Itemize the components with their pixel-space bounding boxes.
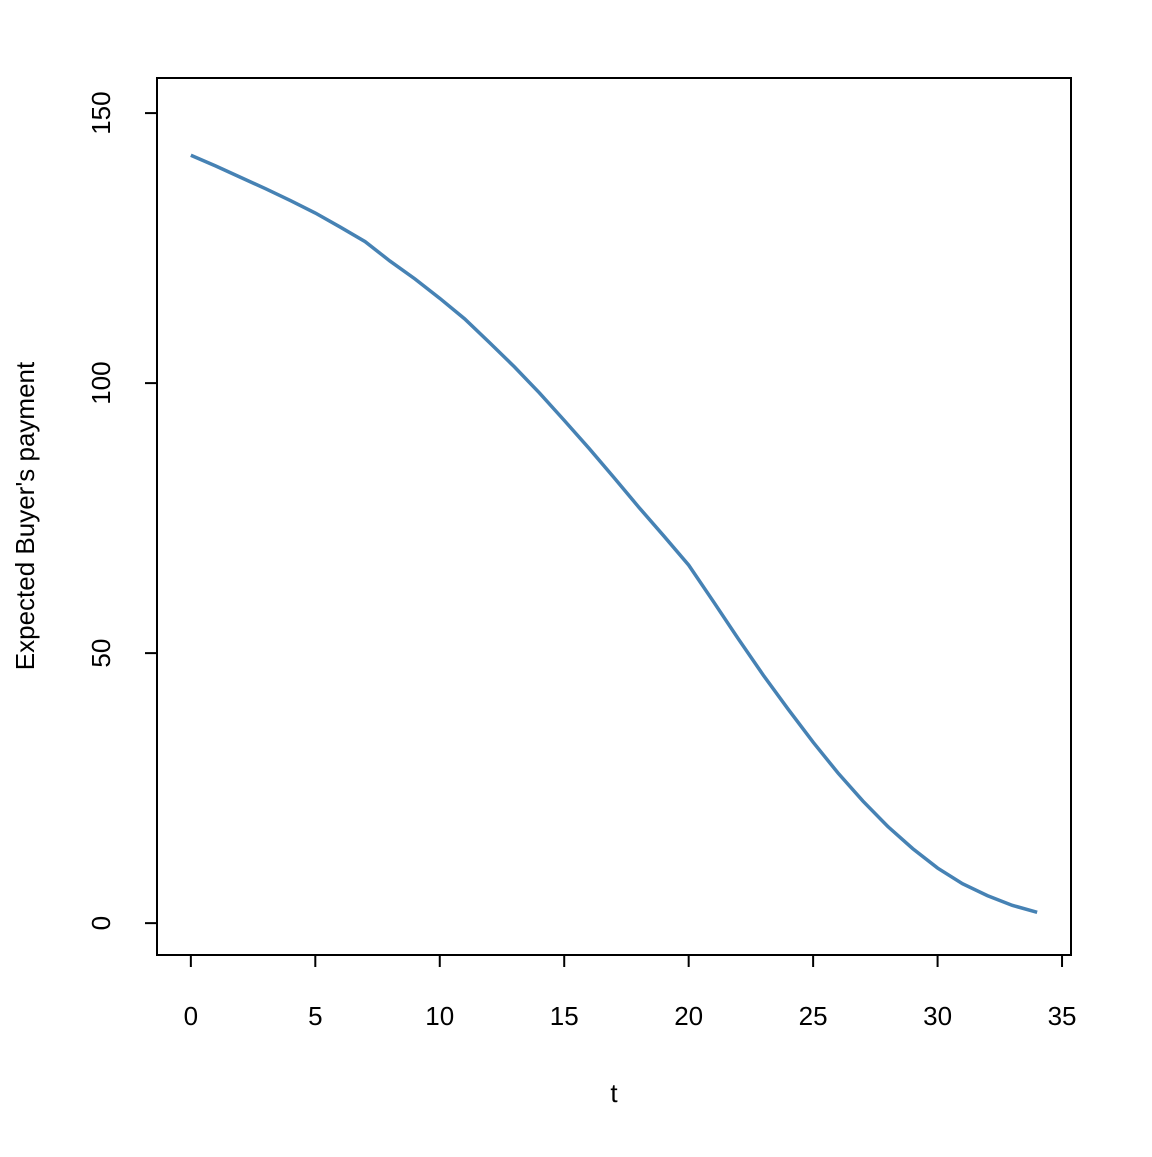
x-tick-label: 0 — [184, 1001, 198, 1031]
plot-frame — [156, 77, 1072, 956]
x-axis-label: t — [610, 1078, 618, 1108]
x-tick-label: 35 — [1048, 1001, 1077, 1031]
x-tick-label: 30 — [923, 1001, 952, 1031]
y-tick-label: 100 — [86, 361, 116, 404]
x-tick-label: 25 — [799, 1001, 828, 1031]
x-tick-label: 10 — [425, 1001, 454, 1031]
x-tick-label: 20 — [674, 1001, 703, 1031]
x-tick-label: 15 — [550, 1001, 579, 1031]
y-axis-label: Expected Buyer's payment — [10, 361, 40, 670]
y-tick-label: 150 — [86, 91, 116, 134]
y-tick-label: 50 — [86, 639, 116, 668]
data-line — [190, 153, 1038, 915]
x-tick-label: 5 — [308, 1001, 322, 1031]
y-tick-label: 0 — [86, 916, 116, 930]
